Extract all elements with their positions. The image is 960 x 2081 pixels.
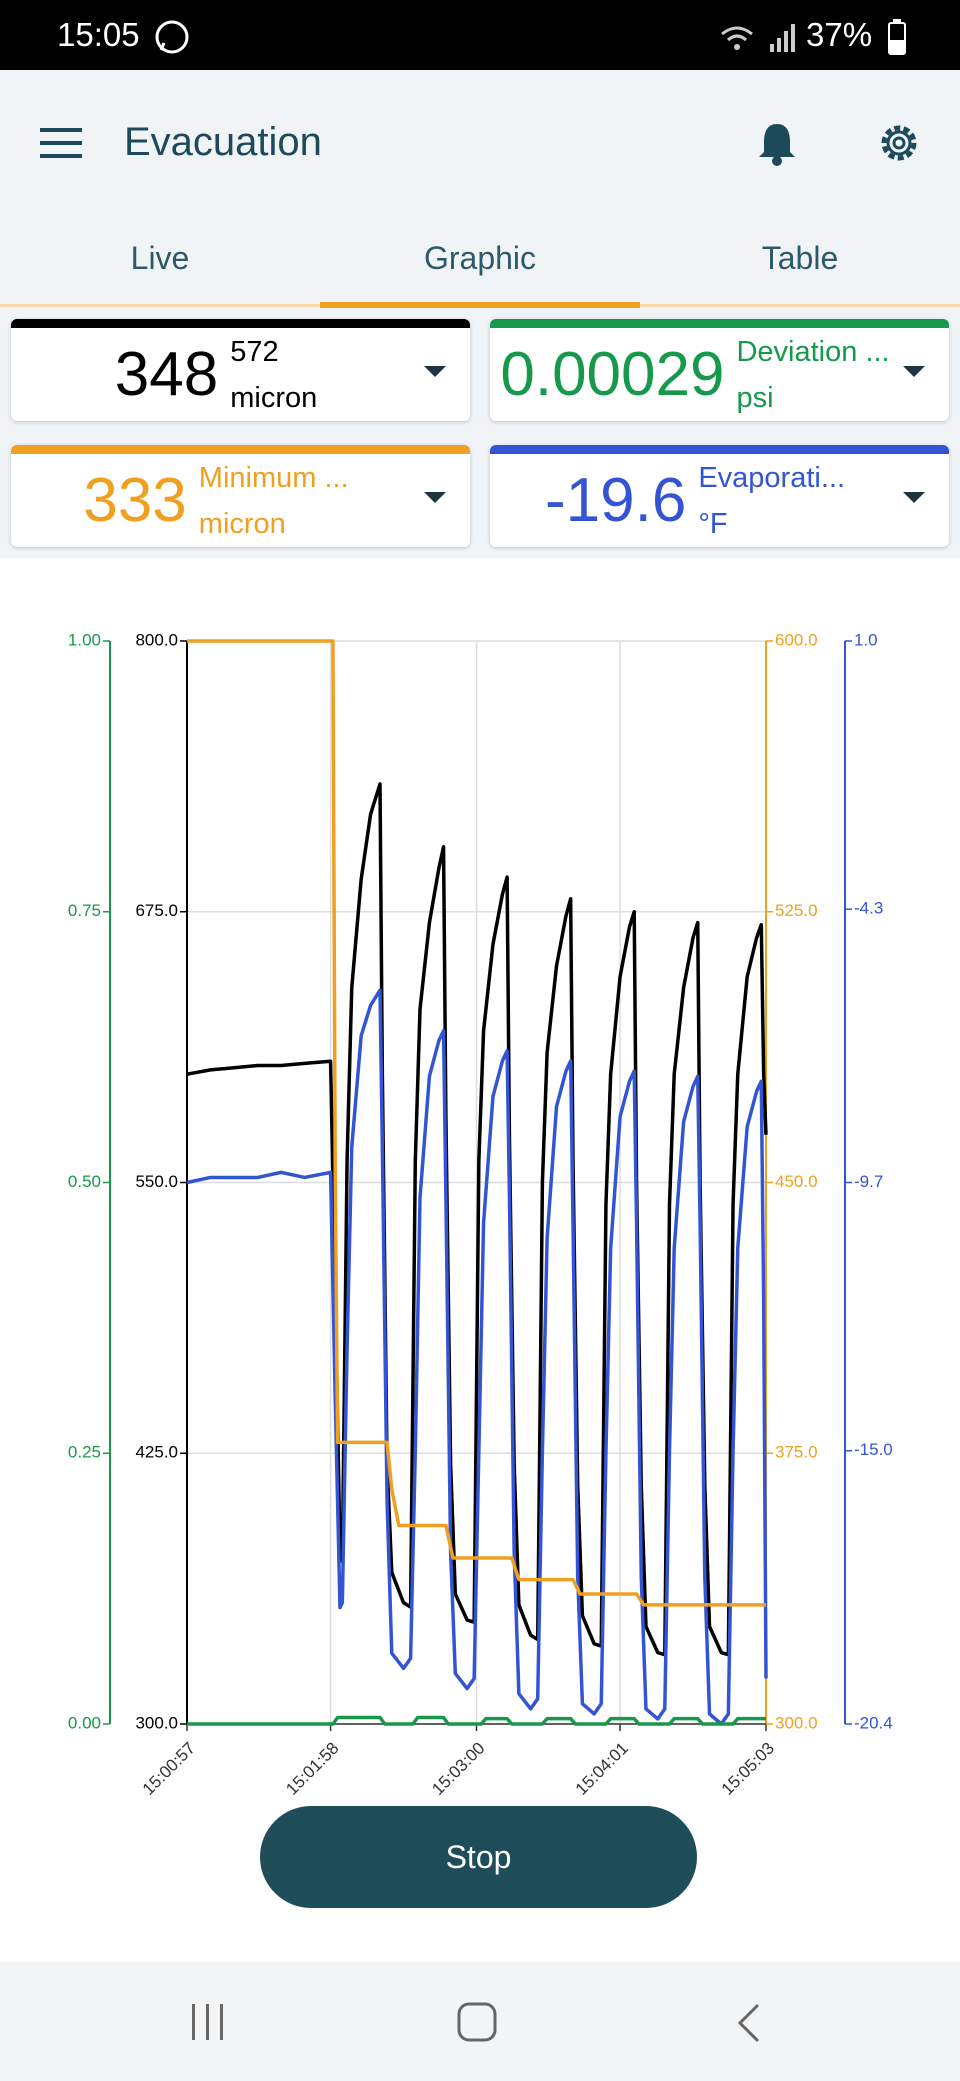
series-line	[186, 988, 768, 1726]
card-color-bar	[490, 319, 949, 328]
tab[interactable]: Graphic	[423, 240, 537, 276]
notification-icon	[155, 20, 189, 54]
battery-icon	[888, 19, 906, 55]
stop-button[interactable]: Stop	[260, 1806, 697, 1908]
card-body: -19.6 Evaporati... °F	[490, 454, 900, 547]
x-tick-label: 15:01:58	[282, 1739, 342, 1799]
x-tick-label: 15:04:01	[572, 1739, 632, 1799]
y-tick-label: 375.0	[775, 1443, 818, 1462]
reading-unit: micron	[198, 507, 286, 540]
series-line	[187, 1715, 766, 1726]
y-tick-label: -15.0	[854, 1440, 893, 1459]
reading-unit: psi	[736, 381, 774, 414]
notifications-button[interactable]	[756, 120, 798, 166]
recents-button[interactable]	[188, 2002, 228, 2042]
reading-card[interactable]: 0.00029 Deviation ... psi	[490, 319, 949, 421]
reading-value: 0.00029	[500, 340, 725, 409]
y-tick-label: -20.4	[854, 1713, 893, 1732]
tab-indicator	[320, 302, 640, 308]
card-body: 0.00029 Deviation ... psi	[490, 328, 900, 421]
card-body: 333 Minimum ... micron	[11, 454, 421, 547]
y-tick-label: 1.00	[68, 630, 101, 649]
y-tick-label: 0.00	[68, 1713, 101, 1732]
y-tick-label: 0.50	[68, 1172, 101, 1191]
reading-card[interactable]: 333 Minimum ... micron	[11, 445, 470, 547]
x-tick-label: 15:05:03	[718, 1739, 778, 1799]
signal-icons	[721, 24, 795, 52]
reading-card[interactable]: -19.6 Evaporati... °F	[490, 445, 949, 547]
status-bar: 15:05 37%	[0, 0, 960, 70]
dropdown-arrow[interactable]	[424, 366, 446, 377]
series-line	[187, 639, 766, 1607]
dropdown-arrow[interactable]	[424, 492, 446, 503]
reading-value: -19.6	[544, 466, 687, 535]
series-line	[186, 782, 768, 1657]
y-tick-label: 0.25	[68, 1443, 101, 1462]
dropdown-arrow[interactable]	[903, 492, 925, 503]
reading-label: 572	[230, 335, 279, 368]
tab[interactable]: Live	[130, 240, 190, 276]
y-tick-label: 300.0	[135, 1713, 178, 1732]
reading-meta: Minimum ... micron	[199, 455, 349, 547]
y-tick-label: -9.7	[854, 1172, 883, 1191]
reading-label: Deviation ...	[736, 335, 890, 368]
reading-meta: Deviation ... psi	[736, 329, 889, 421]
reading-value: 333	[83, 466, 187, 535]
y-tick-label: 0.75	[68, 901, 101, 920]
home-button[interactable]	[456, 2001, 498, 2043]
card-color-bar	[11, 319, 470, 328]
y-tick-label: 300.0	[775, 1713, 818, 1732]
clock: 15:05	[57, 16, 140, 53]
battery-level: 37%	[806, 16, 873, 53]
app-title: Evacuation	[124, 120, 322, 164]
card-body: 348 572 micron	[11, 328, 421, 421]
back-button[interactable]	[734, 2002, 764, 2044]
tab[interactable]: Table	[761, 240, 839, 276]
reading-meta: 572 micron	[230, 329, 317, 421]
y-tick-label: 525.0	[775, 901, 818, 920]
card-color-bar	[11, 445, 470, 454]
y-tick-label: -4.3	[854, 899, 883, 918]
x-tick-label: 15:03:00	[428, 1739, 488, 1799]
chart: 15:00:57 15:01:58 15:03:00 15:04:01 15:05:03…	[68, 630, 893, 1799]
settings-button[interactable]	[876, 120, 922, 166]
reading-meta: Evaporati... °F	[698, 455, 845, 547]
reading-label: Minimum ...	[198, 461, 349, 494]
y-tick-label: 425.0	[135, 1443, 178, 1462]
y-tick-label: 600.0	[775, 630, 818, 649]
y-tick-label: 800.0	[135, 630, 178, 649]
reading-label: Evaporati...	[698, 461, 845, 494]
dropdown-arrow[interactable]	[903, 366, 925, 377]
card-color-bar	[490, 445, 949, 454]
y-tick-label: 1.0	[854, 630, 878, 649]
reading-unit: micron	[230, 381, 318, 414]
y-tick-label: 675.0	[135, 901, 178, 920]
reading-card[interactable]: 348 572 micron	[11, 319, 470, 421]
y-tick-label: 450.0	[775, 1172, 818, 1191]
y-tick-label: 550.0	[135, 1172, 178, 1191]
reading-unit: °F	[698, 507, 728, 540]
navigation-bar	[0, 1962, 960, 2081]
x-tick-label: 15:00:57	[139, 1739, 199, 1799]
readings: 348 572 micron 0.00029 Deviation ... psi 333 Mi…	[0, 308, 960, 558]
app-bar: Evacuation Live Graphic Table	[0, 70, 960, 308]
reading-value: 348	[114, 340, 219, 409]
menu-button[interactable]	[40, 126, 82, 160]
